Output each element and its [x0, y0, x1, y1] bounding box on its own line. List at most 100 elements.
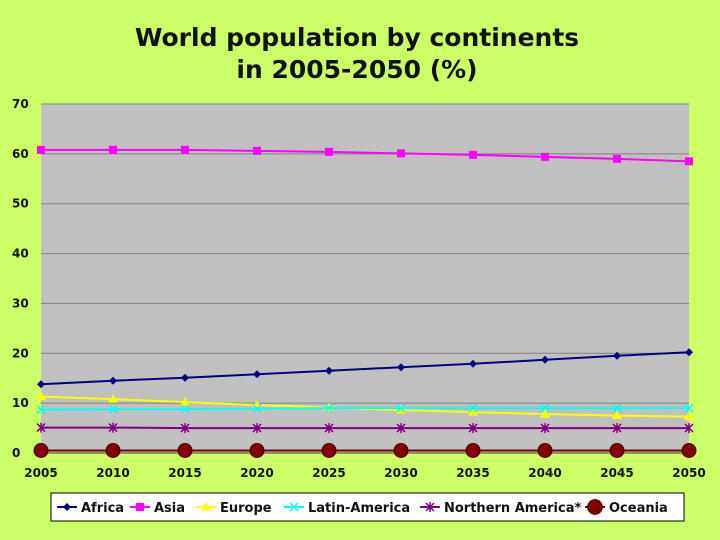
data-point	[685, 348, 693, 357]
square-marker	[136, 503, 144, 511]
data-point	[609, 443, 625, 459]
x-tick-label: 2010	[96, 466, 129, 480]
data-point	[108, 404, 118, 414]
legend-label: Africa	[81, 501, 124, 516]
series-latin-america	[36, 403, 694, 415]
data-point	[177, 443, 193, 459]
data-point	[181, 145, 189, 154]
data-point	[36, 391, 46, 401]
data-point	[249, 443, 265, 459]
y-tick-label: 50	[12, 197, 29, 211]
data-point	[468, 423, 478, 434]
data-point	[181, 373, 189, 382]
legend-item: Europe	[196, 501, 272, 516]
chart-title: World population by continents in 2005-2…	[0, 22, 714, 86]
legend-label: Europe	[220, 501, 272, 516]
data-point	[612, 410, 622, 420]
data-point	[540, 403, 550, 413]
data-point	[468, 407, 478, 416]
data-point	[324, 423, 334, 434]
data-point	[613, 351, 621, 360]
x-marker	[289, 502, 299, 512]
data-point	[469, 150, 477, 159]
series-line	[40, 407, 689, 411]
data-point	[469, 359, 477, 368]
plot-area	[41, 104, 689, 453]
data-point	[252, 404, 262, 414]
data-point	[325, 366, 333, 375]
triangle-marker	[201, 502, 211, 511]
data-point	[253, 146, 261, 155]
star-marker	[425, 502, 435, 512]
data-point	[108, 394, 118, 403]
data-point	[108, 422, 118, 433]
series-northern-america	[36, 422, 694, 434]
data-point	[321, 443, 337, 459]
legend-item: Oceania	[585, 499, 668, 516]
data-point	[37, 380, 45, 389]
legend-label: Northern America*	[444, 501, 581, 516]
data-point	[109, 376, 117, 385]
legend-label: Oceania	[609, 501, 668, 516]
data-point	[37, 145, 45, 154]
y-tick-label: 20	[12, 346, 29, 360]
legend-item: Asia	[130, 501, 185, 516]
data-point	[36, 422, 46, 433]
x-tick-label: 2035	[456, 466, 489, 480]
data-point	[468, 403, 478, 413]
legend-item: Latin-America	[284, 501, 410, 516]
data-point	[684, 403, 694, 413]
data-point	[397, 363, 405, 372]
x-tick-label: 2025	[312, 466, 345, 480]
x-tick-label: 2050	[672, 466, 705, 480]
data-point	[612, 423, 622, 434]
y-tick-label: 30	[12, 296, 29, 310]
data-point	[541, 152, 549, 161]
data-point	[685, 157, 693, 166]
x-tick-label: 2030	[384, 466, 417, 480]
x-tick-label: 2045	[600, 466, 633, 480]
legend-label: Latin-America	[308, 501, 410, 516]
series-africa	[37, 348, 693, 389]
data-point	[33, 443, 49, 459]
data-point	[613, 154, 621, 163]
chart-title-line-1: World population by continents	[134, 23, 580, 52]
data-point	[684, 411, 694, 421]
data-point	[612, 403, 622, 413]
legend-box	[50, 492, 685, 522]
data-point	[109, 145, 117, 154]
data-point	[180, 397, 190, 406]
x-tick-label: 2020	[240, 466, 273, 480]
data-point	[540, 423, 550, 434]
data-point	[681, 443, 697, 459]
legend-label: Asia	[154, 501, 185, 516]
data-point	[393, 443, 409, 459]
legend-item: Northern America*	[420, 501, 581, 516]
data-point	[684, 423, 694, 434]
legend: Africa Asia Europe Latin-America Northern Am…	[50, 492, 685, 522]
data-point	[252, 423, 262, 434]
data-point	[36, 405, 46, 415]
chart-title-line-2: in 2005-2050 (%)	[236, 55, 478, 84]
data-point	[180, 423, 190, 434]
circle-marker	[587, 499, 603, 515]
x-tick-label: 2005	[24, 466, 57, 480]
y-tick-label: 60	[12, 147, 29, 161]
series-line	[40, 351, 690, 386]
data-point	[465, 443, 481, 459]
data-point	[540, 409, 550, 418]
data-point	[537, 443, 553, 459]
series-line	[41, 148, 690, 163]
series-oceania	[33, 443, 697, 459]
y-tick-label: 0	[12, 446, 20, 460]
data-point	[396, 423, 406, 434]
legend-item: Africa	[57, 501, 124, 516]
data-point	[105, 443, 121, 459]
data-point	[324, 403, 334, 413]
y-tick-label: 40	[12, 247, 29, 261]
data-point	[541, 355, 549, 364]
y-tick-label: 70	[12, 97, 29, 111]
data-point	[180, 404, 190, 414]
y-tick-label: 10	[12, 396, 29, 410]
